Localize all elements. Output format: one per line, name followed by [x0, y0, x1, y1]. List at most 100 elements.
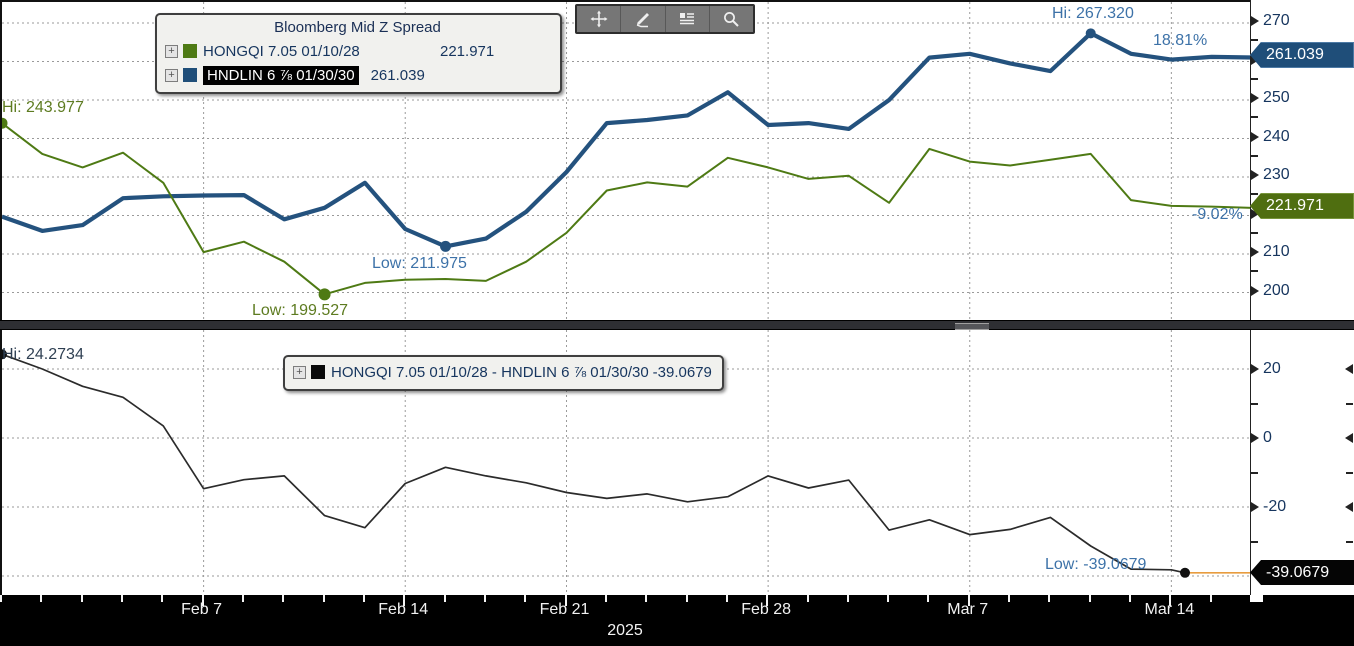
tick-arrow-icon [1251, 285, 1259, 296]
tick-arrow-icon [1251, 502, 1259, 512]
y-tick-label: 0 [1263, 429, 1272, 446]
x-axis-tick [685, 595, 688, 602]
series-line-hndlin [2, 31, 1252, 249]
y-axis-minor-tick [1346, 540, 1353, 543]
series-name: HONGQI 7.05 01/10/28 - HNDLIN 6 ⅞ 01/30/… [331, 363, 649, 381]
x-axis-tick [403, 595, 406, 606]
x-axis-tick [201, 595, 204, 606]
crosshair-icon[interactable] [577, 6, 622, 32]
x-axis-tick [1209, 595, 1212, 602]
y-axis-tick: 270 [1251, 12, 1290, 30]
y-axis-minor-tick [1251, 39, 1258, 42]
x-axis-tick [1088, 595, 1091, 602]
y-axis-minor-tick [1346, 471, 1353, 474]
y-tick-label: -20 [1263, 498, 1287, 515]
x-axis-tick [241, 595, 244, 602]
low-dot-hndlin [440, 240, 452, 252]
y-axis-tick: 200 [1251, 282, 1290, 300]
x-tick-label: Feb 14 [378, 601, 429, 618]
x-axis-tick [604, 595, 607, 602]
x-axis-tick [1129, 595, 1131, 602]
x-axis-tick [362, 595, 365, 602]
tick-arrow-icon [1251, 247, 1259, 257]
x-tick-label: Feb 21 [539, 601, 590, 618]
x-axis-tick [806, 595, 809, 602]
y-tick-label: 230 [1263, 166, 1290, 183]
y-axis-tick: -20 [1251, 498, 1286, 516]
y-axis-minor-tick [1251, 270, 1258, 273]
y-axis-minor-tick [1251, 116, 1258, 119]
tick-arrow-icon [1251, 208, 1259, 219]
y-tick-label: 210 [1263, 243, 1290, 260]
x-axis-tick [483, 595, 486, 602]
x-axis-tick [1048, 595, 1051, 602]
legend-spread[interactable]: + HONGQI 7.05 01/10/28 - HNDLIN 6 ⅞ 01/3… [283, 355, 724, 391]
pct-change-label-hndlin: 18.81% [1153, 32, 1208, 49]
legend-row-spread[interactable]: + HONGQI 7.05 01/10/28 - HNDLIN 6 ⅞ 01/3… [293, 360, 712, 384]
y-axis-tick: 0 [1251, 429, 1272, 447]
x-axis-tick [443, 595, 446, 602]
pencil-icon[interactable] [621, 6, 666, 32]
tick-arrow-icon [1251, 170, 1259, 180]
x-axis-tick [725, 595, 728, 602]
x-axis-tick [564, 595, 567, 606]
legend-row-hongqi[interactable]: + HONGQI 7.05 01/10/28 221.971 [165, 39, 550, 63]
low-dot-spread [1180, 567, 1190, 578]
pct-change-label-hongqi: -9.02% [1192, 206, 1243, 223]
tick-arrow-icon [1251, 93, 1259, 103]
series-value: 221.971 [440, 42, 495, 60]
x-axis-tick [1008, 595, 1011, 602]
x-axis-tick [927, 595, 930, 602]
series-name: HONGQI 7.05 01/10/28 [203, 42, 360, 60]
hi-marker-label-hndlin: Hi: 267.320 [1052, 5, 1134, 22]
hi-marker-label-hongqi: Hi: 243.977 [2, 99, 84, 116]
hi-dot-hndlin [1085, 28, 1096, 39]
y-axis-minor-tick [1251, 154, 1258, 157]
top-plot-area [2, 2, 1252, 322]
tick-arrow-icon [1251, 433, 1259, 443]
y-axis-minor-tick [1251, 77, 1258, 80]
x-axis-tick [846, 595, 849, 602]
panel-splitter[interactable] [0, 320, 1354, 330]
x-axis-tick [322, 595, 325, 602]
x-axis-tick [0, 595, 2, 602]
y-axis-tick: 250 [1251, 89, 1290, 107]
splitter-grip-icon[interactable] [955, 323, 989, 330]
top-price-panel [0, 0, 1252, 322]
expand-icon[interactable]: + [165, 68, 178, 82]
low-marker-label-hongqi: Low: 199.527 [252, 302, 349, 319]
tick-arrow-icon [1345, 502, 1353, 512]
hi-dot-hongqi [2, 117, 8, 129]
series-swatch-blue [183, 68, 197, 82]
y-axis-minor-tick [1251, 402, 1258, 405]
x-tick-label: Feb 7 [181, 601, 223, 618]
x-axis-tick [887, 595, 890, 602]
x-axis-tick [80, 595, 83, 602]
x-axis-tick [121, 595, 123, 602]
tick-arrow-icon [1251, 364, 1259, 374]
y-tick-label: 250 [1263, 89, 1290, 106]
news-icon[interactable] [666, 6, 710, 32]
y-axis-minor-tick [1251, 540, 1258, 543]
zoom-icon[interactable] [710, 6, 753, 32]
last-value-badge-spread: -39.0679 [1250, 560, 1354, 585]
last-price-badge-hongqi: 221.971 [1250, 193, 1354, 219]
series-swatch-green [183, 44, 197, 58]
expand-icon[interactable]: + [165, 44, 178, 58]
legend-row-hndlin[interactable]: + HNDLIN 6 ⅞ 01/30/30 261.039 [165, 63, 550, 87]
hi-marker-label-spread: Hi: 24.2734 [2, 346, 84, 363]
x-axis-date-bar: Feb 7 Feb 14 Feb 21 Feb 28 Mar 7 Mar 14 2025 [0, 595, 1354, 646]
legend-top[interactable]: Bloomberg Mid Z Spread + HONGQI 7.05 01/… [155, 13, 562, 94]
series-name-highlighted: HNDLIN 6 ⅞ 01/30/30 [203, 65, 359, 85]
y-axis-tick: 210 [1251, 243, 1290, 261]
expand-icon[interactable]: + [293, 365, 306, 379]
tick-arrow-icon [1251, 16, 1259, 26]
series-line-spread [2, 353, 1186, 574]
x-axis-tick [766, 595, 769, 606]
y-axis-minor-tick [1346, 402, 1353, 405]
x-tick-label: Feb 28 [741, 601, 791, 618]
y-axis-tick: 240 [1251, 128, 1290, 146]
y-axis-minor-tick [1251, 231, 1258, 234]
tick-arrow-icon [1345, 364, 1353, 374]
